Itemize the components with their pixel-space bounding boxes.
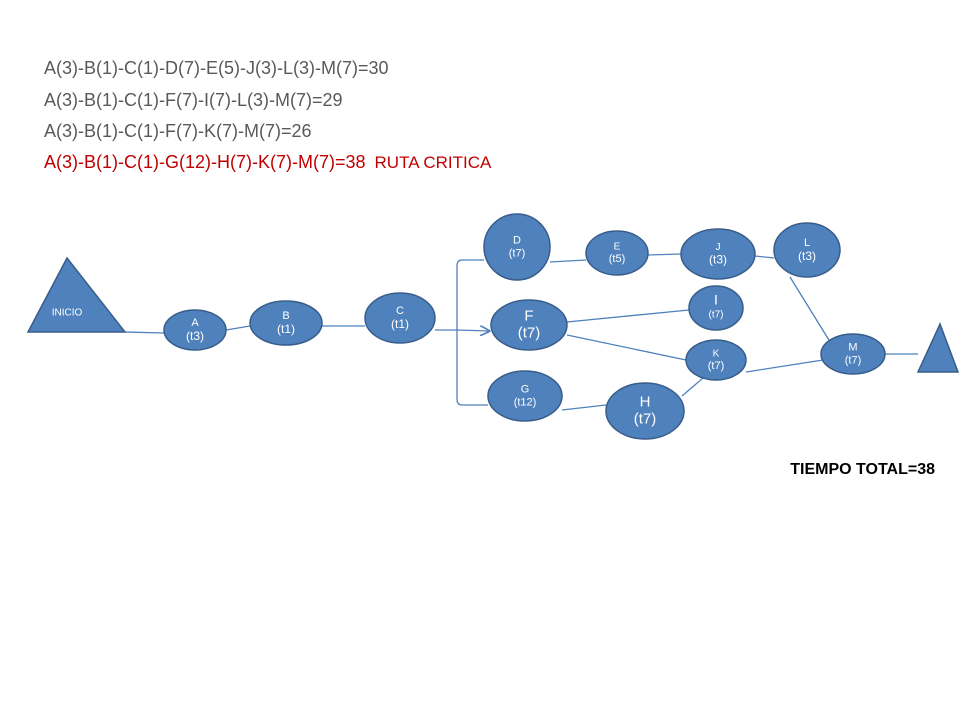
route-note: RUTA CRITICA xyxy=(375,153,492,172)
activity-node xyxy=(773,222,841,278)
node-name: C xyxy=(396,305,404,317)
node-name: D xyxy=(513,234,521,246)
edge xyxy=(124,331,165,334)
route: A(3)-B(1)-C(1)-F(7)-K(7)-M(7)=26 xyxy=(44,121,312,141)
node-time: (t1) xyxy=(277,322,295,336)
activity-node xyxy=(487,370,563,422)
node-name: A xyxy=(191,317,199,329)
edge xyxy=(681,377,704,397)
arrow xyxy=(456,330,489,331)
activity-node xyxy=(688,285,744,331)
edge xyxy=(754,255,775,259)
node-time: (t7) xyxy=(709,310,724,321)
node-name: H xyxy=(640,393,651,410)
node-time: (t7) xyxy=(634,410,657,427)
node-name: I xyxy=(714,292,718,308)
activity-node xyxy=(483,213,551,281)
start-node xyxy=(26,256,127,333)
node-name: M xyxy=(848,341,857,353)
route: A(3)-B(1)-C(1)-F(7)-I(7)-L(3)-M(7)=29 xyxy=(44,90,343,110)
node-time: (t3) xyxy=(709,253,727,267)
total-time: TIEMPO TOTAL=38 xyxy=(790,461,935,478)
activity-node xyxy=(685,339,747,381)
activity-node xyxy=(249,300,323,346)
edge xyxy=(549,259,587,263)
activity-node xyxy=(364,292,436,344)
activity-node xyxy=(490,299,568,351)
edge xyxy=(225,325,251,331)
end-node xyxy=(916,322,960,373)
edges xyxy=(124,253,918,411)
node-time: (t12) xyxy=(514,396,537,408)
node-time: (t7) xyxy=(708,360,725,372)
node-time: (t5) xyxy=(609,253,626,265)
route: A(3)-B(1)-C(1)-G(12)-H(7)-K(7)-M(7)=38 xyxy=(44,152,366,172)
node-name: L xyxy=(804,237,810,249)
node-name: J xyxy=(716,242,721,253)
edge xyxy=(566,334,687,361)
activity-node xyxy=(163,309,227,351)
node-name: B xyxy=(282,310,289,322)
node-time: (t3) xyxy=(186,329,204,343)
start-label: INICIO xyxy=(52,308,83,319)
node-name: G xyxy=(521,383,530,395)
edge xyxy=(789,276,833,346)
route: A(3)-B(1)-C(1)-D(7)-E(5)-J(3)-L(3)-M(7)=… xyxy=(44,58,389,78)
bracket xyxy=(456,259,488,406)
critical-route: A(3)-B(1)-C(1)-G(12)-H(7)-K(7)-M(7)=38 RU… xyxy=(44,152,492,172)
node-name: K xyxy=(713,348,720,359)
activity-node xyxy=(605,382,685,440)
node-time: (t7) xyxy=(518,324,541,341)
activity-node xyxy=(820,333,886,375)
activity-node xyxy=(585,230,649,276)
edge xyxy=(745,359,824,373)
node-name: E xyxy=(614,241,621,252)
node-time: (t7) xyxy=(509,247,526,259)
nodes: A(t3)B(t1)C(t1)D(t7)E(t5)J(t3)L(t3)F(t7)… xyxy=(163,213,886,440)
node-time: (t3) xyxy=(798,249,816,263)
edge xyxy=(561,404,607,411)
node-time: (t1) xyxy=(391,317,409,331)
edge xyxy=(566,309,690,323)
activity-node xyxy=(680,228,756,280)
edge xyxy=(647,253,682,256)
node-time: (t7) xyxy=(845,354,862,366)
node-name: F xyxy=(524,307,533,324)
